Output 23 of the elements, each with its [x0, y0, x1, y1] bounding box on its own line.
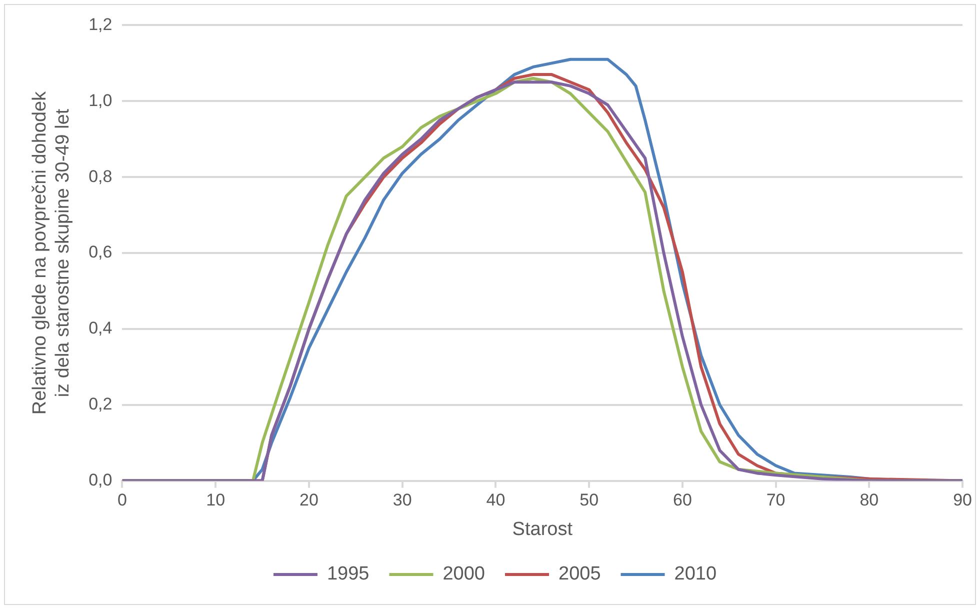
y-tick-label: 0,8	[88, 166, 112, 186]
x-tick-label: 50	[580, 490, 599, 510]
x-tick-label: 90	[953, 490, 972, 510]
y-tick-label: 0,6	[88, 242, 112, 262]
legend-label: 2000	[442, 564, 486, 585]
legend-label: 1995	[326, 564, 370, 585]
legend-label: 2005	[558, 564, 601, 585]
x-tick-label: 30	[392, 490, 412, 510]
y-tick-label: 0,2	[88, 394, 112, 414]
x-tick-label: 10	[206, 490, 226, 510]
y-axis-title: Relativno glede na povprečni dohodek iz dela starostne skupine 30-49 let	[30, 90, 74, 415]
y-tick-label: 1,0	[88, 90, 112, 110]
x-axis-title: Starost	[512, 518, 574, 540]
x-tick-label: 0	[118, 490, 127, 510]
x-tick-label: 60	[672, 490, 692, 510]
y-tick-label: 0,0	[88, 470, 112, 490]
legend-label: 2010	[674, 564, 717, 585]
x-tick-label: 20	[300, 490, 318, 510]
x-tick-label: 40	[486, 490, 506, 510]
x-tick-label: 70	[766, 490, 786, 510]
y-tick-label: 0,4	[88, 318, 112, 338]
y-tick-label: 1,2	[88, 14, 112, 34]
x-tick-label: 80	[860, 490, 879, 510]
